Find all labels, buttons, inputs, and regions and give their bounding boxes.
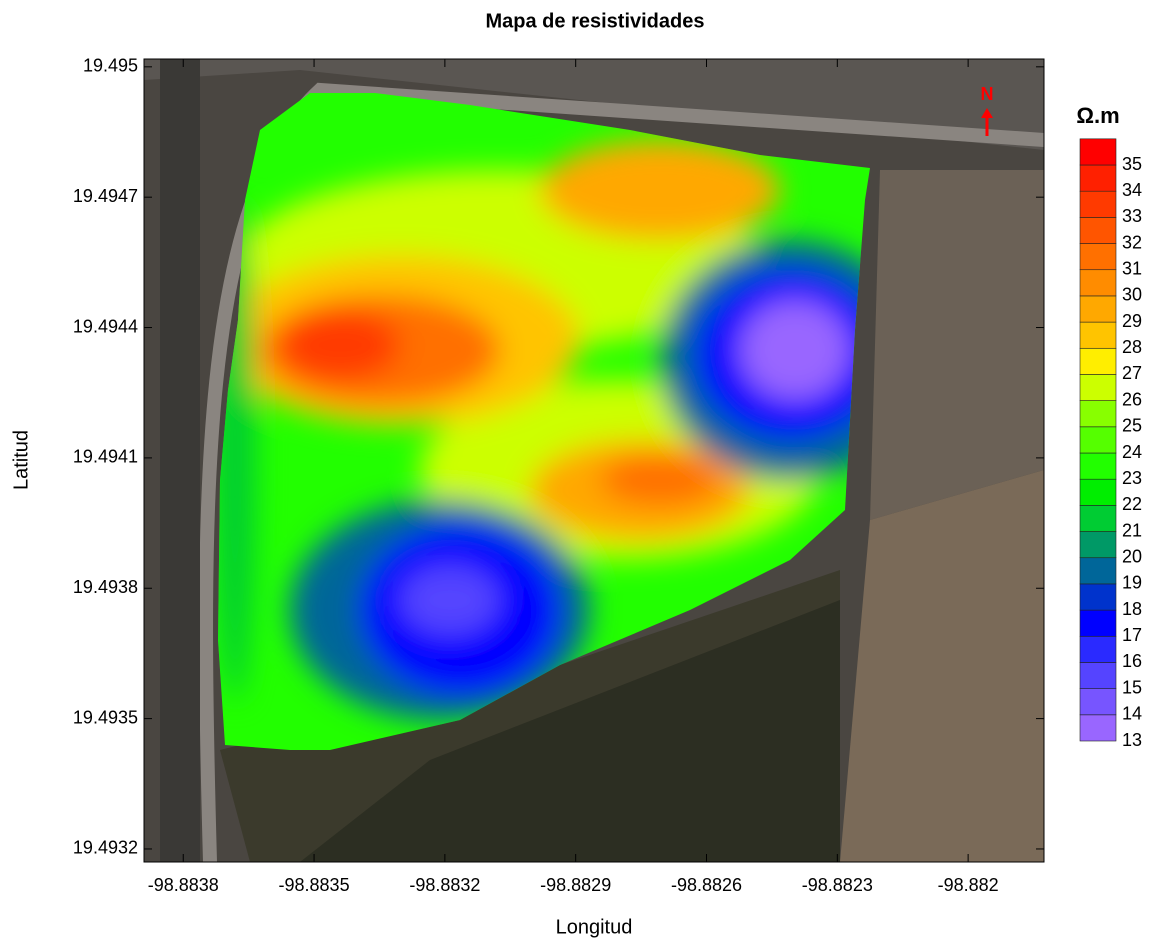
colorbar-swatch	[1080, 348, 1116, 374]
x-axis-label: Longitud	[556, 916, 633, 938]
colorbar-label: 16	[1122, 651, 1142, 671]
colorbar-swatch	[1080, 584, 1116, 610]
colorbar-label: 32	[1122, 232, 1142, 252]
y-tick-label: 19.4938	[73, 577, 138, 597]
colorbar-label: 20	[1122, 546, 1142, 566]
colorbar-label: 26	[1122, 389, 1142, 409]
colorbar-label: 31	[1122, 258, 1142, 278]
colorbar-label: 27	[1122, 363, 1142, 383]
x-tick-label: -98.8826	[671, 875, 742, 895]
colorbar-label: 29	[1122, 311, 1142, 331]
y-tick-label: 19.4941	[73, 447, 138, 467]
y-tick-label: 19.4947	[73, 186, 138, 206]
colorbar-label: 34	[1122, 180, 1142, 200]
y-axis-label: Latitud	[10, 430, 32, 490]
colorbar-swatch	[1080, 244, 1116, 270]
colorbar-label: 24	[1122, 442, 1142, 462]
y-tick-label: 19.4932	[73, 838, 138, 858]
colorbar-swatch	[1080, 610, 1116, 636]
colorbar-label: 35	[1122, 154, 1142, 174]
colorbar-swatch	[1080, 139, 1116, 165]
colorbar-swatch	[1080, 374, 1116, 400]
colorbar-label: 19	[1122, 573, 1142, 593]
chart: Mapa de resistividades	[0, 0, 1151, 941]
colorbar-label: 28	[1122, 337, 1142, 357]
colorbar-swatch	[1080, 165, 1116, 191]
colorbar-label: 21	[1122, 520, 1142, 540]
y-tick-label: 19.495	[83, 56, 138, 76]
colorbar-label: 15	[1122, 677, 1142, 697]
colorbar-swatch	[1080, 191, 1116, 217]
colorbar-swatch	[1080, 296, 1116, 322]
colorbar-label: 22	[1122, 494, 1142, 514]
x-tick-label: -98.8835	[279, 875, 350, 895]
colorbar-swatch	[1080, 270, 1116, 296]
colorbar-label: 18	[1122, 599, 1142, 619]
colorbar-swatch	[1080, 689, 1116, 715]
x-tick-label: -98.882	[938, 875, 999, 895]
x-tick-label: -98.8823	[802, 875, 873, 895]
colorbar-swatch	[1080, 479, 1116, 505]
colorbar-swatch	[1080, 532, 1116, 558]
colorbar-swatch	[1080, 217, 1116, 243]
y-tick-label: 19.4935	[73, 707, 138, 727]
colorbar-title: Ω.m	[1076, 103, 1119, 128]
colorbar-swatch	[1080, 322, 1116, 348]
colorbar-swatch	[1080, 715, 1116, 741]
north-label: N	[981, 84, 994, 104]
x-tick-label: -98.8838	[148, 875, 219, 895]
y-tick-label: 19.4944	[73, 316, 138, 336]
x-tick-label: -98.8832	[409, 875, 480, 895]
colorbar-label: 14	[1122, 704, 1142, 724]
colorbar-swatch	[1080, 505, 1116, 531]
colorbar-swatch	[1080, 401, 1116, 427]
colorbar-label: 30	[1122, 285, 1142, 305]
colorbar-label: 13	[1122, 730, 1142, 750]
x-tick-label: -98.8829	[540, 875, 611, 895]
colorbar-swatch	[1080, 558, 1116, 584]
colorbar-label: 33	[1122, 206, 1142, 226]
colorbar-swatch	[1080, 662, 1116, 688]
colorbar-swatch	[1080, 427, 1116, 453]
colorbar-swatch	[1080, 636, 1116, 662]
colorbar-swatch	[1080, 453, 1116, 479]
colorbar-label: 17	[1122, 625, 1142, 645]
colorbar-label: 25	[1122, 416, 1142, 436]
colorbar-label: 23	[1122, 468, 1142, 488]
chart-title: Mapa de resistividades	[486, 10, 705, 32]
